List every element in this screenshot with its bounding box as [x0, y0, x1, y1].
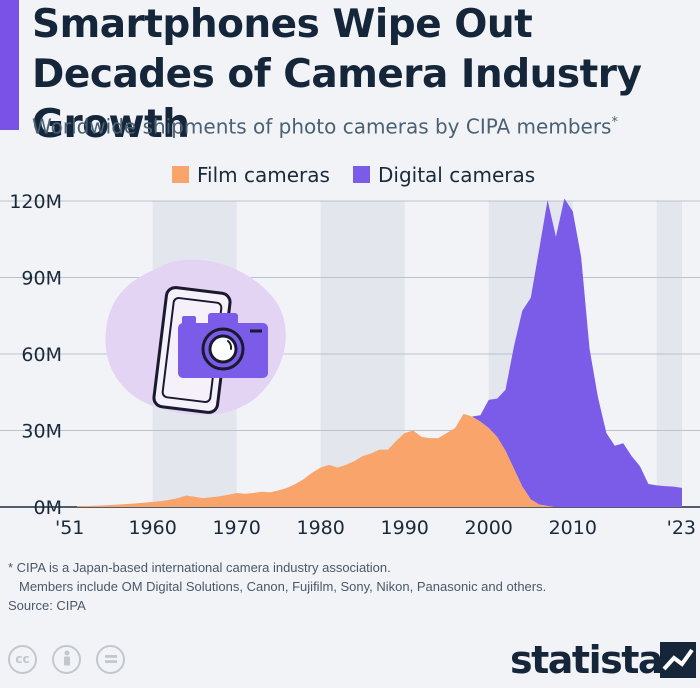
- legend-label: Digital cameras: [378, 163, 535, 187]
- x-tick-label: 2000: [465, 517, 513, 539]
- footnote-line-2: Members include OM Digital Solutions, Ca…: [19, 579, 547, 594]
- legend-label: Film cameras: [197, 163, 330, 187]
- accent-bar: [0, 0, 19, 130]
- legend: Film cameras Digital cameras: [172, 163, 535, 187]
- chart-subtitle: Worldwide shipments of photo cameras by …: [32, 110, 697, 140]
- subtitle-text: Worldwide shipments of photo cameras by …: [32, 114, 612, 139]
- legend-swatch: [353, 166, 370, 183]
- x-tick-labels: '51 1960 1970 1980 1990 2000 2010 '23: [55, 517, 696, 539]
- smartphone-camera-icon: [105, 259, 286, 415]
- y-tick-label: 60M: [21, 344, 62, 366]
- camera-lens-inner: [208, 334, 238, 364]
- x-tick-label: 2010: [549, 517, 597, 539]
- chart-title: Smartphones Wipe Out Decades of Camera I…: [32, 2, 642, 147]
- statista-logo-mark: [660, 642, 696, 678]
- series-digital-cameras-area: [471, 198, 682, 507]
- footnote: * CIPA is a Japan-based international ca…: [8, 558, 698, 596]
- x-tick-label: '23: [667, 517, 696, 539]
- chart: 0M 30M 60M 90M 120M '51 1960 1970 1980 1990 2000 2…: [0, 163, 700, 539]
- y-tick-label: 0M: [34, 497, 62, 519]
- attribution-icon[interactable]: [52, 645, 81, 674]
- legend-swatch: [172, 166, 189, 183]
- camera-shutter: [182, 316, 196, 325]
- x-tick-label: 1970: [212, 517, 260, 539]
- cc-icon[interactable]: cc: [8, 645, 37, 674]
- source: Source: CIPA: [8, 598, 86, 613]
- subtitle-footnote-mark: *: [611, 115, 618, 130]
- no-derivatives-icon[interactable]: [96, 645, 125, 674]
- x-tick-label: 1990: [381, 517, 429, 539]
- area-series: [77, 198, 682, 507]
- y-tick-label: 120M: [9, 191, 62, 213]
- camera-lens-glint: [227, 340, 233, 350]
- y-tick-labels: 0M 30M 60M 90M 120M: [9, 191, 62, 519]
- x-tick-label: 1960: [128, 517, 176, 539]
- y-tick-label: 30M: [21, 421, 62, 443]
- camera-top: [208, 313, 238, 327]
- series-film-cameras-area: [77, 413, 682, 507]
- statista-logo[interactable]: statista: [510, 638, 664, 682]
- footnote-line-1: * CIPA is a Japan-based international ca…: [8, 560, 391, 575]
- x-tick-label: 1980: [297, 517, 345, 539]
- y-tick-label: 90M: [21, 268, 62, 290]
- x-tick-label: '51: [55, 517, 84, 539]
